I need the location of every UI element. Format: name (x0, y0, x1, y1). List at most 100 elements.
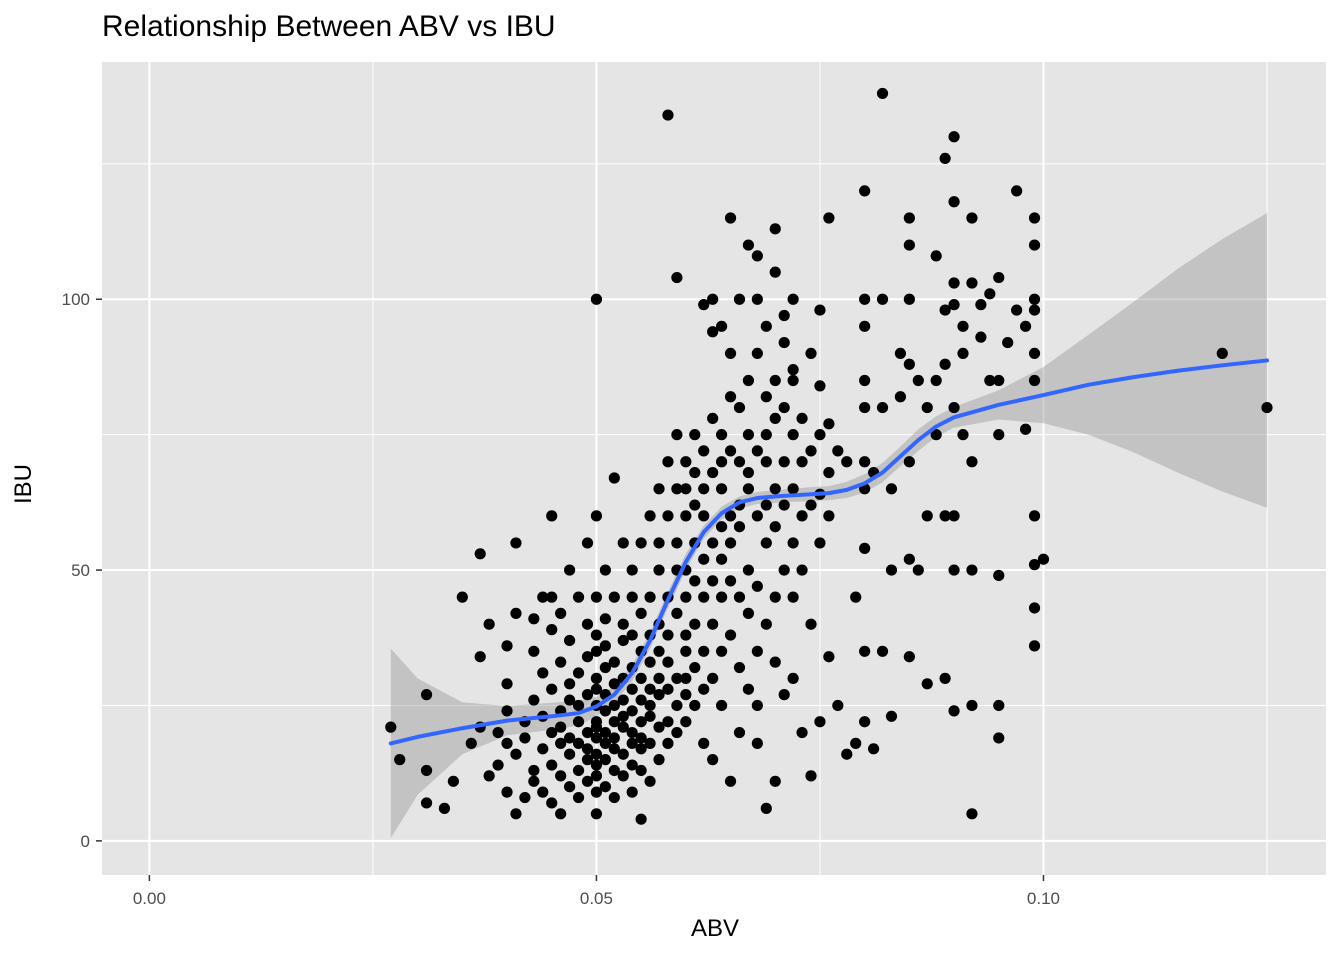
data-point (689, 466, 701, 479)
data-point (564, 732, 576, 744)
data-point (671, 429, 683, 441)
data-point (975, 299, 987, 311)
data-point (993, 732, 1005, 744)
data-point (724, 775, 737, 787)
data-point (581, 537, 594, 549)
data-point (787, 537, 799, 549)
data-point (948, 299, 960, 311)
data-point (581, 618, 594, 630)
data-point (555, 607, 567, 619)
data-point (528, 613, 540, 625)
data-point (778, 309, 790, 322)
data-point (724, 347, 737, 360)
data-point (993, 699, 1005, 712)
data-point (608, 732, 620, 744)
data-point (653, 564, 665, 576)
data-point (653, 672, 665, 684)
data-point (644, 591, 656, 603)
data-point (671, 537, 683, 549)
data-point (662, 629, 674, 641)
data-point (689, 429, 701, 441)
y-tick-label: 50 (71, 561, 90, 580)
data-point (644, 510, 656, 522)
data-point (939, 358, 951, 370)
data-points (385, 87, 1273, 825)
data-point (724, 391, 737, 403)
data-point (715, 483, 728, 495)
data-point (859, 401, 871, 414)
data-point (1011, 185, 1023, 197)
data-point (707, 754, 719, 766)
data-point (581, 754, 594, 766)
data-point (930, 429, 942, 441)
data-point (653, 754, 665, 766)
data-point (733, 726, 746, 739)
data-point (787, 429, 799, 441)
data-point (626, 786, 638, 798)
data-point (546, 797, 558, 809)
data-point (751, 250, 763, 262)
data-point (903, 293, 915, 305)
data-point (590, 510, 603, 522)
data-point (501, 705, 513, 717)
data-point (805, 770, 817, 782)
data-point (751, 347, 763, 360)
data-point (599, 726, 611, 739)
data-point (546, 683, 558, 695)
data-point (590, 759, 603, 771)
data-point (680, 510, 692, 522)
data-point (555, 808, 567, 820)
data-point (519, 732, 531, 744)
data-point (420, 764, 433, 777)
data-point (751, 293, 763, 305)
data-point (680, 672, 692, 684)
data-point (608, 716, 620, 728)
data-point (1028, 347, 1041, 360)
data-point (903, 239, 915, 251)
data-point (769, 591, 781, 603)
data-point (662, 456, 674, 468)
data-point (742, 607, 755, 619)
data-point (671, 483, 683, 495)
data-point (930, 250, 942, 262)
data-point (456, 591, 468, 603)
data-point (698, 683, 710, 695)
data-point (653, 645, 665, 657)
data-point (698, 645, 710, 657)
data-point (608, 591, 620, 603)
data-point (814, 716, 826, 728)
data-point (885, 483, 898, 495)
data-point (850, 591, 862, 603)
data-point (590, 770, 603, 782)
data-point (707, 672, 719, 684)
data-point (742, 374, 755, 387)
data-point (420, 797, 433, 809)
data-point (698, 445, 710, 457)
data-point (572, 791, 585, 804)
data-point (814, 537, 826, 549)
data-point (501, 678, 513, 690)
data-point (921, 510, 933, 522)
data-point (715, 521, 728, 533)
data-point (751, 580, 763, 592)
data-point (876, 87, 889, 100)
data-point (948, 277, 960, 289)
data-point (859, 374, 871, 387)
data-point (742, 564, 755, 576)
data-point (590, 645, 603, 657)
data-point (912, 374, 924, 387)
data-point (903, 358, 915, 370)
data-point (564, 634, 576, 647)
data-point (599, 661, 611, 674)
data-point (769, 656, 781, 668)
data-point (581, 775, 594, 787)
data-point (555, 721, 567, 733)
data-point (528, 694, 540, 706)
data-point (626, 683, 638, 695)
data-point (751, 699, 763, 712)
data-point (680, 689, 692, 701)
smooth-line (388, 358, 1269, 746)
data-point (769, 412, 781, 424)
data-point (510, 537, 522, 549)
data-point (680, 629, 692, 641)
